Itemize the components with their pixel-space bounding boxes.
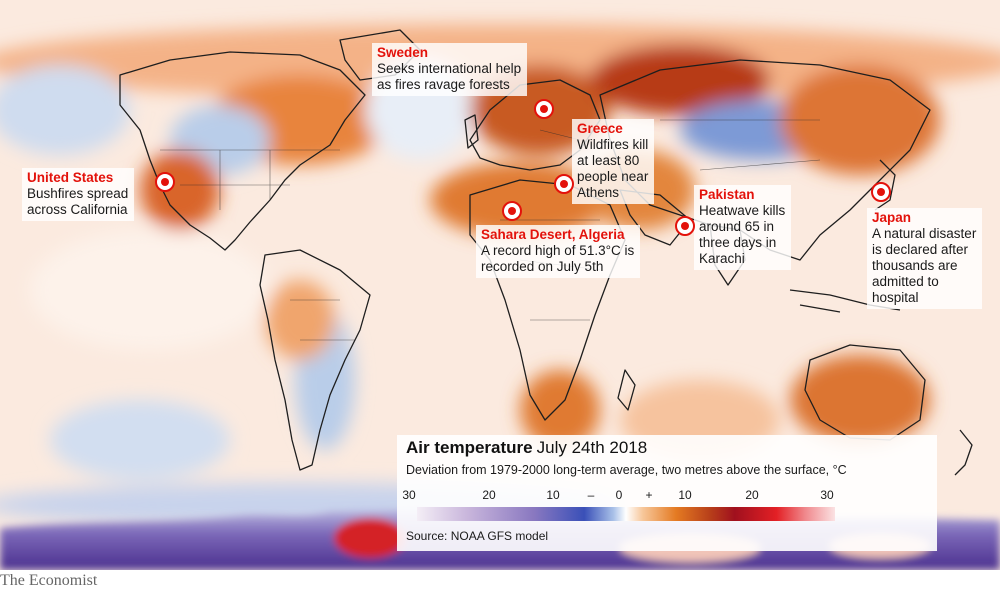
marker-japan[interactable] [871,182,891,202]
anomaly-field [0,24,1000,527]
marker-pakistan[interactable] [675,216,695,236]
callout-line: at least 80 [577,153,640,168]
callout-line: three days in [699,235,777,250]
arabia-outline [619,189,691,246]
scale-label: 20 [482,488,496,502]
callout-line: admitted to [872,274,939,289]
callout-japan: Japan A natural disaster is declared aft… [867,208,983,309]
japan-outline [874,159,896,211]
callout-usa: United States Bushfires spread across Ca… [22,168,135,221]
callout-usa-text: Bushfires spread across California [27,186,128,218]
callout-sweden: Sweden Seeks international help as fires… [372,43,528,96]
asia-outline [599,59,931,261]
callout-sahara: Sahara Desert, Algeria A record high of … [476,225,641,278]
western-us-warm [140,150,220,230]
scale-label: 10 [678,488,692,502]
callout-line: across California [27,202,128,217]
scale-label: 10 [546,488,560,502]
callout-line: A natural disaster [872,226,977,241]
legend-scale-labels: 30 20 10 – 0 + 10 20 30 [402,488,931,502]
legend-title: Air temperature July 24th 2018 [406,438,647,458]
callout-line: Karachi [699,251,745,266]
callout-sahara-text: A record high of 51.3°C is recorded on J… [481,243,634,275]
callout-line: as fires ravage forests [377,77,510,92]
legend-subtitle: Deviation from 1979-2000 long-term avera… [406,463,847,477]
callout-line: A record high of 51.3°C is [481,243,635,258]
callout-sweden-title: Sweden [377,45,429,60]
australia-outline [804,344,926,441]
callout-pakistan-title: Pakistan [699,187,755,202]
callout-usa-title: United States [27,170,114,185]
east-asia-warm [780,65,940,175]
callout-line: hospital [872,290,919,305]
tropical-pacific-neutral [30,230,270,350]
callout-line: Seeks international help [377,61,522,76]
legend-date: July 24th 2018 [536,438,648,457]
madagascar-outline [617,369,636,411]
callout-greece-title: Greece [577,121,623,136]
callout-line: around 65 in [699,219,775,234]
north-america-outline [119,51,366,251]
callout-line: Athens [577,185,620,200]
scale-label: 30 [402,488,416,502]
callout-japan-text: A natural disaster is declared after tho… [872,226,976,306]
scale-label: 30 [820,488,834,502]
callout-line: thousands are [872,258,958,273]
callout-japan-title: Japan [872,210,912,225]
scale-label: 20 [745,488,759,502]
callout-pakistan-text: Heatwave kills around 65 in three days i… [699,203,785,267]
callout-line: is declared after [872,242,969,257]
uk-outline [464,114,479,149]
antarctic-hot-spot [334,518,406,558]
legend-title-main: Air temperature [406,438,533,457]
legend-source: Source: NOAA GFS model [406,529,549,543]
map-graphic [0,24,1000,570]
south-america-warm [265,280,335,360]
south-pacific-cool [50,400,230,480]
callout-line: people near [577,169,649,184]
australia-warm [790,355,930,445]
callout-greece-text: Wildfires kill at least 80 people near A… [577,137,648,201]
callout-line: Wildfires kill [577,137,649,152]
new-zealand-outline [954,429,973,476]
pacific-cool [0,65,130,155]
legend-color-bar [417,507,835,521]
scale-label: + [645,488,653,502]
marker-sweden[interactable] [534,99,554,119]
world-temperature-map [0,0,1000,570]
callout-pakistan: Pakistan Heatwave kills around 65 in thr… [694,185,792,270]
legend-panel: Air temperature July 24th 2018 Deviation … [397,435,937,551]
marker-usa[interactable] [155,172,175,192]
marker-sahara[interactable] [502,201,522,221]
south-america-outline [259,249,371,471]
callout-line: recorded on July 5th [481,259,604,274]
brand-logo-text: The Economist [0,572,98,589]
callout-line: Bushfires spread [27,186,129,201]
scale-label: 0 [615,488,623,502]
callout-sweden-text: Seeks international help as fires ravage… [377,61,521,93]
marker-greece[interactable] [554,174,574,194]
scale-label: – [587,488,595,502]
callout-line: Heatwave kills [699,203,786,218]
callout-sahara-title: Sahara Desert, Algeria [481,227,625,242]
callout-greece: Greece Wildfires kill at least 80 people… [572,119,655,204]
southern-africa-warm [520,370,600,450]
